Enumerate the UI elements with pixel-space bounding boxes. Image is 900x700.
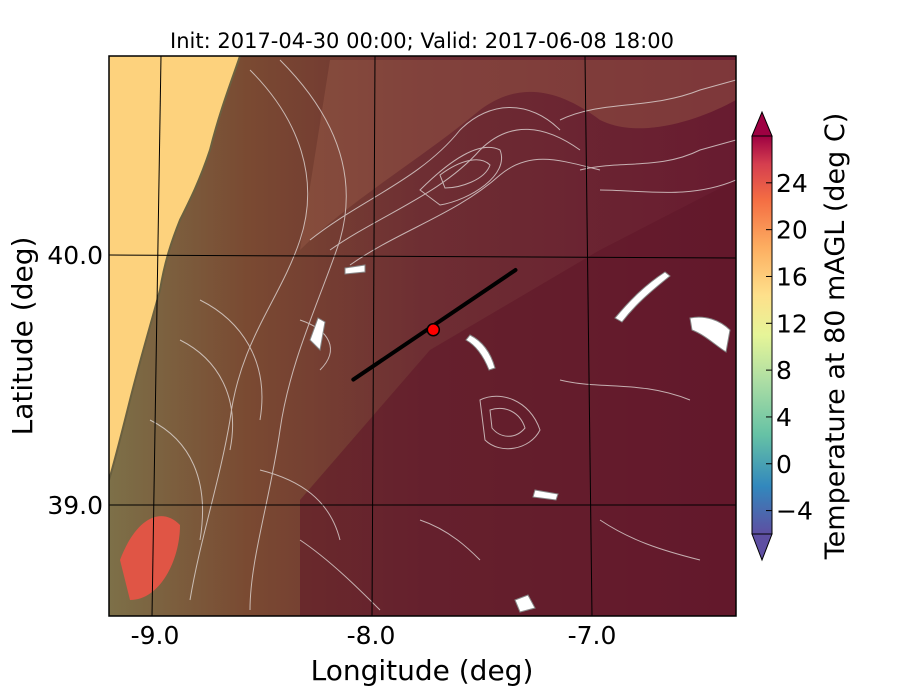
- x-tick-label: -8.0: [347, 621, 396, 650]
- x-tick-label: -9.0: [131, 621, 180, 650]
- terrain-contours: [149, 59, 736, 611]
- colorbar-ticks: 24 20 16 12 8 4 0 −4: [766, 169, 813, 526]
- colorbar-extend-top: [751, 110, 773, 137]
- y-tick-label: 40.0: [47, 241, 103, 270]
- colorbar-body: [751, 135, 773, 535]
- colorbar-extend-bottom: [751, 533, 773, 562]
- missing-data-patches: [309, 264, 731, 613]
- x-tick-labels: -9.0 -8.0 -7.0: [131, 621, 617, 650]
- colorbar-tick-label: 24: [776, 169, 808, 198]
- mountain-ridge-region: [300, 60, 736, 250]
- colorbar: 24 20 16 12 8 4 0 −4 Temperature at 80 mAGL (de…: [751, 110, 851, 562]
- location-marker[interactable]: [426, 323, 441, 337]
- coastline: [109, 56, 241, 481]
- ocean-area: [109, 56, 240, 480]
- warm-interior-region: [300, 180, 736, 616]
- colorbar-label: Temperature at 80 mAGL (deg C): [820, 113, 851, 561]
- colorbar-tick-label: 12: [776, 309, 808, 338]
- colorbar-tick-label: 0: [776, 450, 792, 479]
- colorbar-tick-label: 8: [776, 356, 792, 385]
- map-grid: [108, 55, 737, 617]
- map-title: Init: 2017-04-30 00:00; Valid: 2017-06-0…: [170, 29, 674, 53]
- map-frame: [108, 55, 737, 617]
- y-tick-label: 39.0: [47, 491, 103, 520]
- y-tick-labels: 40.0 39.0: [47, 241, 103, 520]
- colorbar-tick-label: 20: [776, 216, 808, 245]
- x-tick-label: -7.0: [568, 621, 617, 650]
- colorbar-tick-label: 4: [776, 403, 792, 432]
- map-panel: [109, 56, 736, 616]
- x-axis-label: Longitude (deg): [311, 654, 534, 687]
- colorbar-tick-label: 16: [776, 262, 808, 291]
- y-axis-label: Latitude (deg): [6, 237, 39, 436]
- colorbar-tick-label: −4: [776, 497, 813, 526]
- hot-patch-southwest: [120, 516, 180, 600]
